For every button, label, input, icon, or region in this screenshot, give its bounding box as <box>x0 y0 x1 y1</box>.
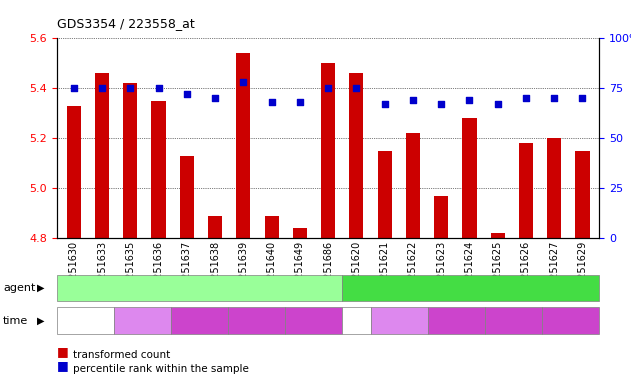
Bar <box>123 83 138 238</box>
Text: ■: ■ <box>57 359 69 372</box>
Text: ▶: ▶ <box>37 316 45 326</box>
Text: control: control <box>180 283 219 293</box>
Point <box>125 85 135 91</box>
Point <box>266 99 276 105</box>
Text: transformed count: transformed count <box>73 350 170 360</box>
Bar <box>180 156 194 238</box>
Text: 0 h: 0 h <box>348 316 365 326</box>
Point <box>239 79 249 85</box>
Bar <box>264 215 279 238</box>
Bar <box>575 151 589 238</box>
Point <box>436 101 446 108</box>
Bar <box>519 143 533 238</box>
Bar <box>350 73 363 238</box>
Bar <box>95 73 109 238</box>
Text: time: time <box>3 316 28 326</box>
Point <box>464 97 475 103</box>
Bar <box>321 63 335 238</box>
Text: 4 h: 4 h <box>134 316 151 326</box>
Text: GDS3354 / 223558_at: GDS3354 / 223558_at <box>57 17 194 30</box>
Point <box>295 99 305 105</box>
Text: agent: agent <box>3 283 35 293</box>
Text: cadmium: cadmium <box>445 283 497 293</box>
Text: 16 h: 16 h <box>244 316 269 326</box>
Bar <box>434 195 448 238</box>
Bar <box>547 138 562 238</box>
Text: 4 h: 4 h <box>391 316 408 326</box>
Bar <box>67 106 81 238</box>
Point <box>182 91 192 98</box>
Bar <box>377 151 392 238</box>
Bar <box>491 233 505 238</box>
Text: percentile rank within the sample: percentile rank within the sample <box>73 364 249 374</box>
Point <box>521 95 531 101</box>
Bar <box>208 215 222 238</box>
Point <box>351 85 362 91</box>
Bar <box>151 101 165 238</box>
Text: 8 h: 8 h <box>448 316 466 326</box>
Point <box>69 85 79 91</box>
Bar <box>406 133 420 238</box>
Text: 32 h: 32 h <box>302 316 326 326</box>
Point <box>380 101 390 108</box>
Text: ■: ■ <box>57 345 69 358</box>
Point <box>408 97 418 103</box>
Point <box>577 95 587 101</box>
Point <box>549 95 559 101</box>
Bar <box>463 118 476 238</box>
Point <box>493 101 503 108</box>
Text: 0 h: 0 h <box>76 316 94 326</box>
Text: 32 h: 32 h <box>558 316 583 326</box>
Bar <box>236 53 251 238</box>
Text: 16 h: 16 h <box>502 316 526 326</box>
Point <box>323 85 333 91</box>
Point <box>210 95 220 101</box>
Point <box>97 85 107 91</box>
Text: 8 h: 8 h <box>191 316 208 326</box>
Text: ▶: ▶ <box>37 283 45 293</box>
Bar <box>293 228 307 238</box>
Point <box>153 85 163 91</box>
